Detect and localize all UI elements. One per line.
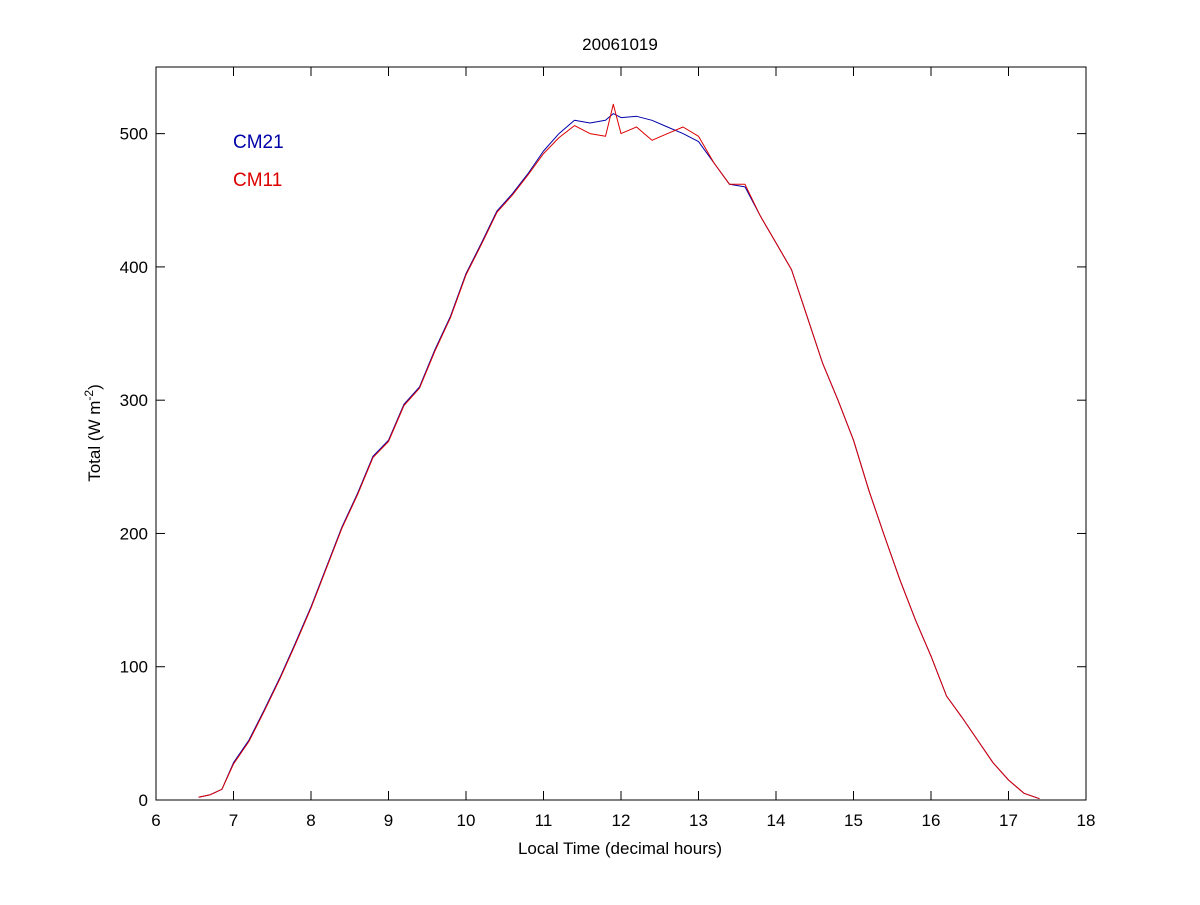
x-tick-label-9: 9 bbox=[384, 811, 393, 830]
x-tick-label-16: 16 bbox=[922, 811, 941, 830]
ticks-layer: 6 7 8 9 10 11 12 13 14 15 16 17 18 0 100 200 300 400 500 bbox=[120, 67, 1096, 830]
y-tick-label-200: 200 bbox=[120, 524, 148, 543]
y-axis-label-close: ) bbox=[85, 384, 104, 390]
series-layer bbox=[198, 103, 1040, 800]
y-tick-label-500: 500 bbox=[120, 125, 148, 144]
y-tick-label-100: 100 bbox=[120, 658, 148, 677]
x-tick-label-11: 11 bbox=[535, 811, 553, 830]
x-axis-label: Local Time (decimal hours) bbox=[518, 839, 722, 858]
legend-entry-cm11: CM11 bbox=[233, 170, 282, 191]
legend-entry-cm21: CM21 bbox=[233, 132, 284, 153]
y-tick-label-300: 300 bbox=[120, 391, 148, 410]
x-tick-label-18: 18 bbox=[1077, 811, 1096, 830]
x-tick-label-17: 17 bbox=[999, 811, 1018, 830]
y-tick-label-400: 400 bbox=[120, 258, 148, 277]
y-axis-label: Total (W m-2) bbox=[82, 384, 104, 482]
y-axis-label-main: Total (W m bbox=[85, 401, 104, 482]
x-tick-label-10: 10 bbox=[457, 811, 476, 830]
x-tick-label-6: 6 bbox=[151, 811, 160, 830]
x-tick-label-13: 13 bbox=[689, 811, 708, 830]
y-axis-label-superscript: -2 bbox=[82, 390, 96, 401]
series-line-cm11 bbox=[198, 103, 1040, 800]
chart-title: 20061019 bbox=[582, 35, 658, 54]
x-tick-label-12: 12 bbox=[612, 811, 631, 830]
y-tick-label-0: 0 bbox=[139, 791, 148, 810]
x-tick-label-14: 14 bbox=[767, 811, 786, 830]
legend: CM21 CM11 bbox=[233, 132, 284, 191]
x-tick-label-15: 15 bbox=[844, 811, 863, 830]
x-tick-label-7: 7 bbox=[229, 811, 238, 830]
x-tick-label-8: 8 bbox=[306, 811, 315, 830]
